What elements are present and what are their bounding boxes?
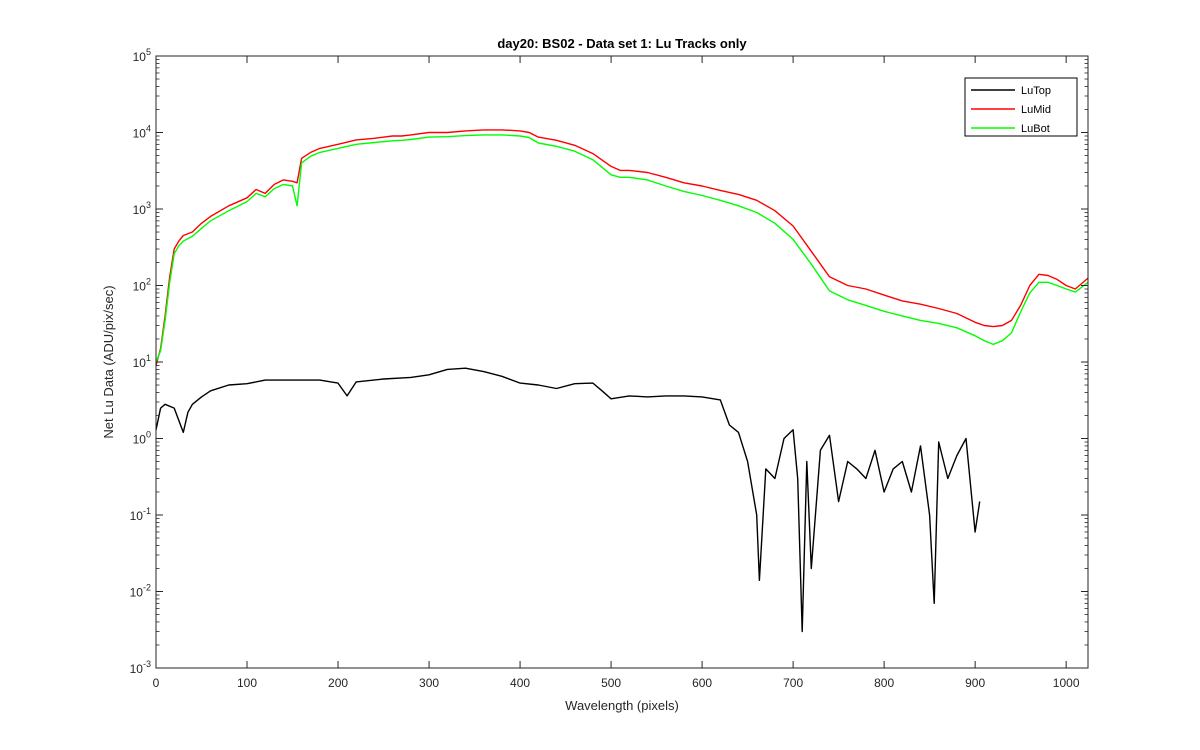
legend-box: [964, 77, 1078, 137]
series-layer: [155, 129, 1089, 633]
y-axis-title: Net Lu Data (ADU/pix/sec): [101, 285, 116, 438]
x-tick-label: 0: [153, 676, 160, 690]
series-line-lumid: [155, 129, 1089, 366]
legend-label-lutop: LuTop: [1021, 85, 1051, 97]
x-tick-label: 800: [874, 676, 894, 690]
chart-title: day20: BS02 - Data set 1: Lu Tracks only: [497, 36, 747, 51]
y-tick-label: 105: [133, 47, 151, 64]
x-tick-label: 500: [601, 676, 621, 690]
x-tick-label: 900: [965, 676, 985, 690]
axes-layer: 0 100 200 300 400 500 600 700 800 900 1000 10-3 10-2…: [130, 47, 1089, 690]
legend-label-lubot: LuBot: [1021, 123, 1050, 135]
y-tick-label: 101: [133, 353, 151, 370]
legend: LuTop LuMid LuBot: [964, 77, 1078, 137]
x-tick-label: 200: [328, 676, 348, 690]
x-tick-label: 300: [419, 676, 439, 690]
y-tick-label: 10-1: [130, 506, 151, 523]
x-tick-label: 400: [510, 676, 530, 690]
y-tick-label: 102: [133, 277, 151, 294]
y-tick-label: 10-3: [130, 659, 151, 676]
x-tick-label: 100: [237, 676, 257, 690]
x-tick-label: 600: [692, 676, 712, 690]
x-axis-title: Wavelength (pixels): [565, 698, 679, 713]
y-tick-label: 103: [133, 200, 151, 217]
y-tick-label: 104: [133, 124, 151, 141]
x-tick-label: 700: [783, 676, 803, 690]
series-line-lutop: [155, 367, 981, 633]
x-tick-label: 1000: [1053, 676, 1080, 690]
y-tick-label: 10-2: [130, 583, 151, 600]
y-tick-label: 100: [133, 430, 151, 447]
legend-label-lumid: LuMid: [1021, 104, 1051, 116]
series-line-lubot: [155, 134, 1089, 363]
plot-area: [156, 56, 1088, 668]
